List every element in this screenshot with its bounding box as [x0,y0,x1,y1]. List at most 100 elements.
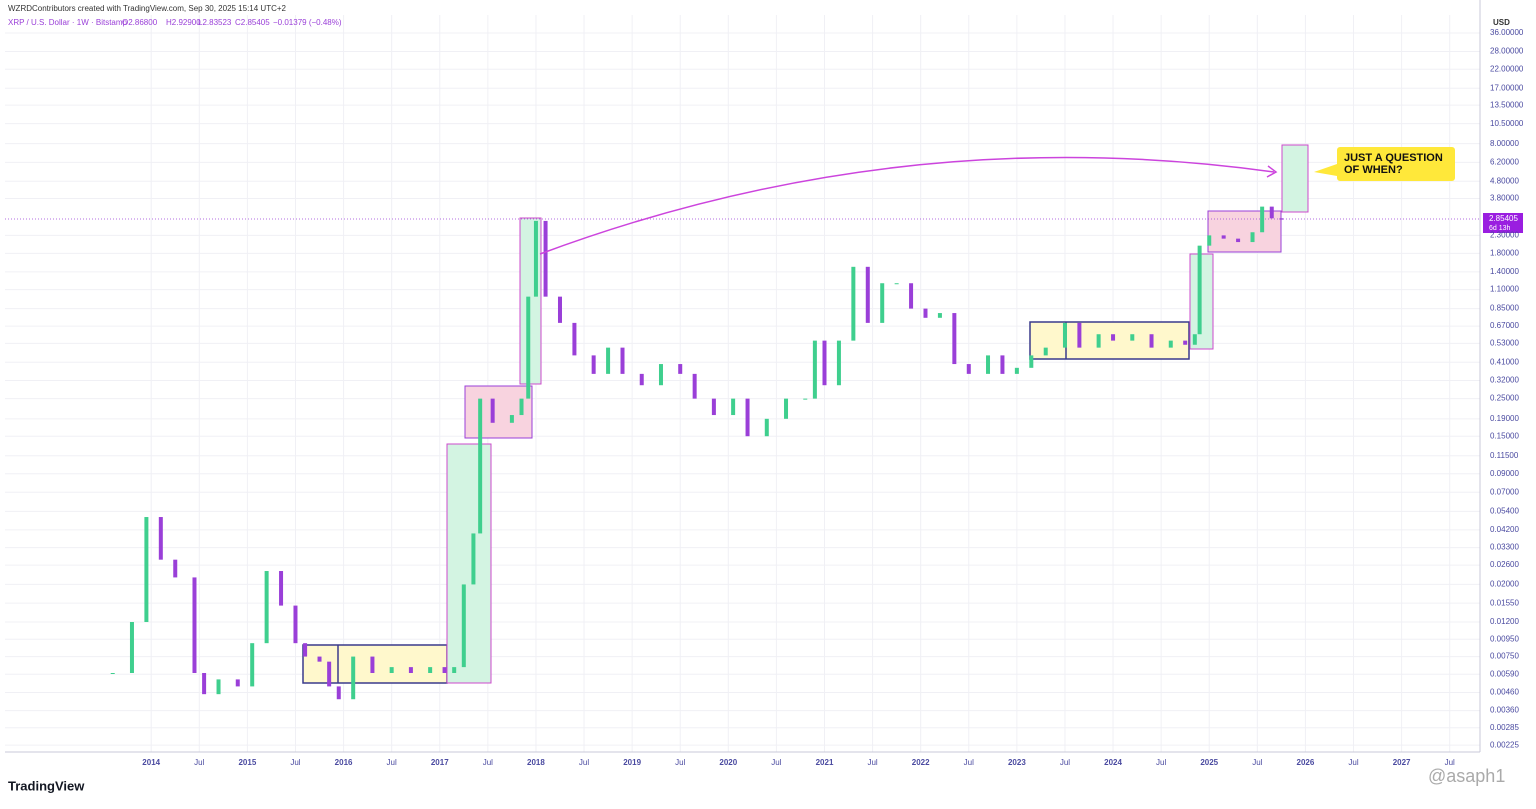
y-tick-label: 0.15000 [1490,431,1519,440]
candle [490,398,495,423]
callout-text: JUST A QUESTION [1344,152,1443,164]
x-tick-label: Jul [675,758,685,767]
candle [731,398,736,416]
x-tick-label: 2020 [719,758,737,767]
candle [851,266,856,341]
y-tick-label: 1.10000 [1490,285,1519,294]
candle [216,679,221,695]
candle [471,533,476,585]
candle [389,667,394,673]
candle [293,605,298,644]
candle [509,415,514,423]
candle [1250,232,1255,243]
candle [279,571,284,606]
y-tick-label: 4.80000 [1490,176,1519,185]
x-tick-label: 2023 [1008,758,1026,767]
candle [1269,206,1274,219]
candle [1183,340,1188,345]
projection-box [1281,144,1309,213]
candle [543,220,548,297]
y-tick-label: 0.25000 [1490,394,1519,403]
x-tick-label: 2017 [431,758,449,767]
x-tick-label: 2016 [335,758,353,767]
candle [986,355,991,374]
candle [658,364,663,386]
candle [1077,322,1082,348]
y-tick-label: 0.00590 [1490,669,1519,678]
candle [692,373,697,399]
x-tick-label: Jul [1348,758,1358,767]
consolidation-box [1207,210,1282,253]
candle [711,398,716,416]
arrow-head [1266,165,1278,178]
candle [173,559,178,578]
candle [865,266,870,323]
candle [1111,334,1116,341]
y-tick-label: 10.50000 [1490,119,1524,128]
candle [336,686,341,700]
candle [784,398,789,419]
x-tick-label: Jul [1156,758,1166,767]
y-tick-label: 0.00750 [1490,652,1519,661]
candle [1236,238,1241,243]
y-tick-label: 8.00000 [1490,139,1519,148]
price-tag [1483,213,1523,233]
candle [909,283,914,309]
impulse-box [446,443,492,684]
price-label: 2.85405 [1489,214,1518,223]
y-tick-label: 0.67000 [1490,321,1519,330]
y-tick-label: 0.32000 [1490,376,1519,385]
candle [764,418,769,437]
x-tick-label: 2021 [816,758,834,767]
x-tick-label: Jul [483,758,493,767]
y-tick-label: 0.19000 [1490,414,1519,423]
y-tick-label: 1.40000 [1490,267,1519,276]
candle [591,355,596,374]
y-tick-label: 0.00225 [1490,740,1519,749]
candle [966,364,971,374]
x-tick-label: 2018 [527,758,545,767]
candle [461,584,466,668]
candle [1149,334,1154,348]
candle [1260,206,1265,233]
x-tick-label: 2025 [1200,758,1218,767]
y-tick-label: 36.00000 [1490,28,1524,37]
countdown: 6d 13h [1489,225,1511,232]
candle [370,656,375,673]
y-tick-label: 2.30000 [1490,230,1519,239]
candle [442,667,447,673]
candle [1130,334,1135,341]
candle [923,308,928,318]
candles [110,206,1284,700]
ohlc: O2.86800 [122,18,158,27]
candle [620,347,625,374]
candle [1062,322,1067,348]
watermark: @asaph1 [1428,766,1505,786]
candle [1014,367,1019,374]
candle [452,667,457,673]
y-tick-label: 0.11500 [1490,451,1519,460]
candle [1192,334,1197,345]
candle [557,296,562,323]
candle [572,322,577,356]
candle [1096,334,1101,348]
y-tick-label: 0.05400 [1490,506,1519,515]
candle [639,373,644,386]
candle [678,364,683,374]
candle [408,667,413,673]
x-tick-label: Jul [1445,758,1455,767]
x-tick-label: 2014 [142,758,160,767]
candle [822,340,827,386]
y-tick-label: 17.00000 [1490,83,1524,92]
y-tick-label: 0.85000 [1490,304,1519,313]
candle [519,398,524,416]
candle [745,398,750,437]
candle [894,283,899,285]
y-tick-label: 0.00285 [1490,723,1519,732]
y-tick-label: 6.20000 [1490,158,1519,167]
x-tick-label: Jul [867,758,877,767]
y-tick-label: 0.02000 [1490,580,1519,589]
candle [1197,245,1202,335]
y-tick-label: 0.00360 [1490,706,1519,715]
